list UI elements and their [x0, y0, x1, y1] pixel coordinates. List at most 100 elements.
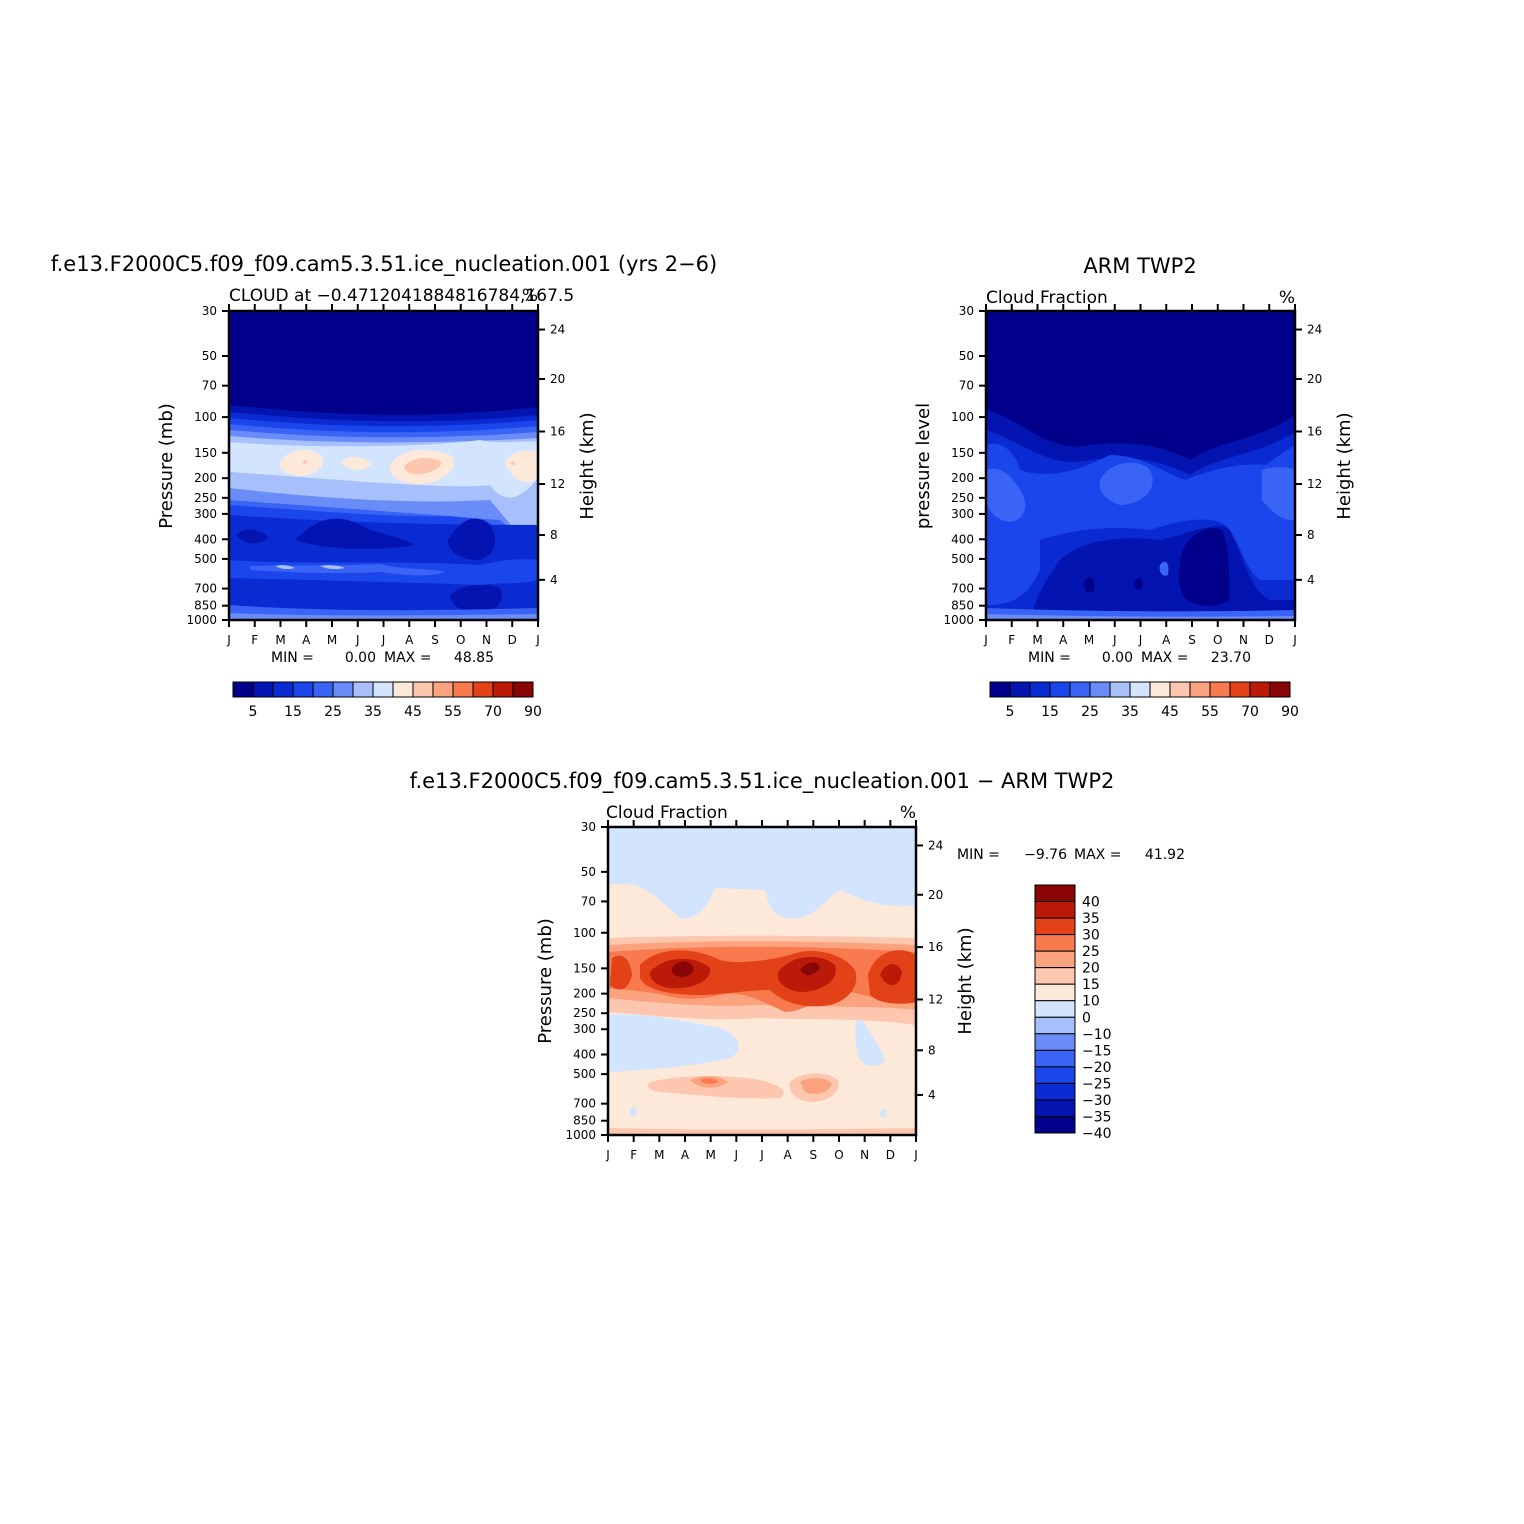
model-max-label: MAX = — [384, 650, 431, 666]
diff-ytick-label: 850 — [573, 1114, 596, 1128]
model-xtick-label: A — [302, 633, 311, 647]
obs-ytick-label: 70 — [959, 379, 974, 393]
diff-ytick-label: 500 — [573, 1067, 596, 1081]
diff-subtitle: Cloud Fraction — [606, 803, 728, 823]
model-y2label: Height (km) — [577, 412, 598, 519]
diff-colorbar-label: 15 — [1082, 977, 1100, 993]
diff-contour-field — [608, 827, 916, 1135]
model-colorbar-label: 45 — [404, 704, 422, 720]
diff-colorbar-label: −35 — [1082, 1109, 1112, 1125]
diff-colorbar-swatch — [1034, 967, 1076, 985]
diff-min-label: MIN = — [957, 847, 1000, 863]
obs-colorbar-label: 45 — [1161, 704, 1179, 720]
obs-colorbar-label: 90 — [1281, 704, 1299, 720]
obs-xtick-label: A — [1059, 633, 1068, 647]
model-xtick-label: N — [482, 633, 491, 647]
model-y2tick-label: 16 — [550, 425, 565, 439]
diff-ytick-label: 150 — [573, 961, 596, 975]
diff-max-label: MAX = — [1074, 847, 1121, 863]
diff-ytick-label: 70 — [581, 894, 596, 908]
diff-colorbar-label: 25 — [1082, 944, 1100, 960]
obs-xtick-label: O — [1213, 633, 1222, 647]
model-ytick-label: 850 — [194, 599, 217, 613]
model-y2tick-label: 8 — [550, 528, 558, 542]
obs-colorbar-swatch — [989, 681, 1011, 698]
model-ytick-label: 150 — [194, 446, 217, 460]
model-subtitle: CLOUD at −0.4712041884816784,167.5 — [229, 286, 574, 306]
obs-colorbar-label: 25 — [1081, 704, 1099, 720]
model-colorbar-label: 15 — [284, 704, 302, 720]
model-ytick-label: 700 — [194, 582, 217, 596]
diff-y2label: Height (km) — [955, 927, 976, 1034]
obs-max-label: MAX = — [1141, 650, 1188, 666]
obs-colorbar: 5 15 25 35 45 55 70 90 — [989, 681, 1299, 720]
obs-colorbar-swatch — [1269, 681, 1291, 698]
obs-xtick-label: D — [1265, 633, 1274, 647]
obs-ytick-label: 150 — [951, 446, 974, 460]
obs-colorbar-swatch — [1029, 681, 1051, 698]
diff-colorbar-swatch — [1034, 1033, 1076, 1051]
obs-max-value: 23.70 — [1211, 650, 1251, 666]
diff-xtick-label: M — [705, 1148, 715, 1162]
model-xtick-label: J — [535, 633, 540, 647]
obs-colorbar-swatch — [1109, 681, 1131, 698]
diff-xtick-label: J — [605, 1148, 610, 1162]
model-colorbar: 5 15 25 35 45 55 70 90 — [232, 681, 542, 720]
model-ytick-label: 300 — [194, 507, 217, 521]
model-xtick-label: J — [226, 633, 231, 647]
obs-y2tick-label: 16 — [1307, 425, 1322, 439]
diff-ytick-label: 300 — [573, 1022, 596, 1036]
obs-y2tick-label: 20 — [1307, 372, 1322, 386]
obs-ytick-label: 250 — [951, 491, 974, 505]
diff-colorbar-swatch — [1034, 1000, 1076, 1018]
diff-xtick-label: J — [759, 1148, 764, 1162]
diff-colorbar-swatch — [1034, 934, 1076, 952]
model-contour-field — [229, 311, 538, 620]
model-colorbar-swatch — [232, 681, 254, 698]
model-axes: J F M A M J J A S O N D J 30 50 70 100 150 200 250 300 400 500… — [186, 304, 565, 647]
diff-ytick-label: 1000 — [565, 1128, 596, 1142]
obs-y2tick-label: 8 — [1307, 528, 1315, 542]
obs-ytick-label: 30 — [959, 304, 974, 318]
model-colorbar-swatch — [472, 681, 494, 698]
obs-xtick-label: J — [1292, 633, 1297, 647]
model-colorbar-swatch — [272, 681, 294, 698]
model-colorbar-swatch — [312, 681, 334, 698]
model-colorbar-swatch — [292, 681, 314, 698]
diff-colorbar-swatch — [1034, 1099, 1076, 1117]
diff-y2tick-label: 8 — [928, 1043, 936, 1057]
obs-title: ARM TWP2 — [1083, 254, 1196, 278]
obs-colorbar-swatch — [1049, 681, 1071, 698]
diff-ytick-label: 400 — [573, 1048, 596, 1062]
model-colorbar-label: 5 — [249, 704, 258, 720]
obs-xtick-label: S — [1188, 633, 1196, 647]
model-colorbar-swatch — [492, 681, 514, 698]
diff-colorbar-label: 20 — [1082, 961, 1100, 977]
diff-colorbar-swatch — [1034, 1016, 1076, 1035]
diff-units: % — [900, 803, 916, 823]
model-xtick-label: J — [381, 633, 386, 647]
diff-colorbar-swatch — [1034, 1049, 1076, 1068]
model-ytick-label: 250 — [194, 491, 217, 505]
diff-colorbar-swatch — [1034, 950, 1076, 969]
diff-y2tick-label: 4 — [928, 1088, 936, 1102]
model-colorbar-swatch — [392, 681, 414, 698]
diff-panel: f.e13.F2000C5.f09_f09.cam5.3.51.ice_nucl… — [410, 769, 1185, 1162]
obs-ytick-label: 50 — [959, 349, 974, 363]
diff-xtick-label: S — [810, 1148, 818, 1162]
diff-xtick-label: M — [654, 1148, 664, 1162]
obs-colorbar-swatch — [1089, 681, 1111, 698]
diff-colorbar-swatch — [1034, 1066, 1076, 1084]
obs-colorbar-label: 15 — [1041, 704, 1059, 720]
diff-colorbar-label: −10 — [1082, 1027, 1112, 1043]
model-ytick-label: 70 — [202, 379, 217, 393]
diff-xtick-label: A — [681, 1148, 690, 1162]
model-panel: f.e13.F2000C5.f09_f09.cam5.3.51.ice_nucl… — [51, 252, 717, 720]
obs-y2tick-label: 12 — [1307, 477, 1322, 491]
obs-ytick-label: 400 — [951, 532, 974, 546]
model-colorbar-label: 25 — [324, 704, 342, 720]
obs-panel: ARM TWP2 Cloud Fraction % J F M A M J J A S O N D J 3… — [913, 254, 1355, 720]
diff-colorbar-swatch — [1034, 983, 1076, 1002]
obs-ytick-label: 300 — [951, 507, 974, 521]
